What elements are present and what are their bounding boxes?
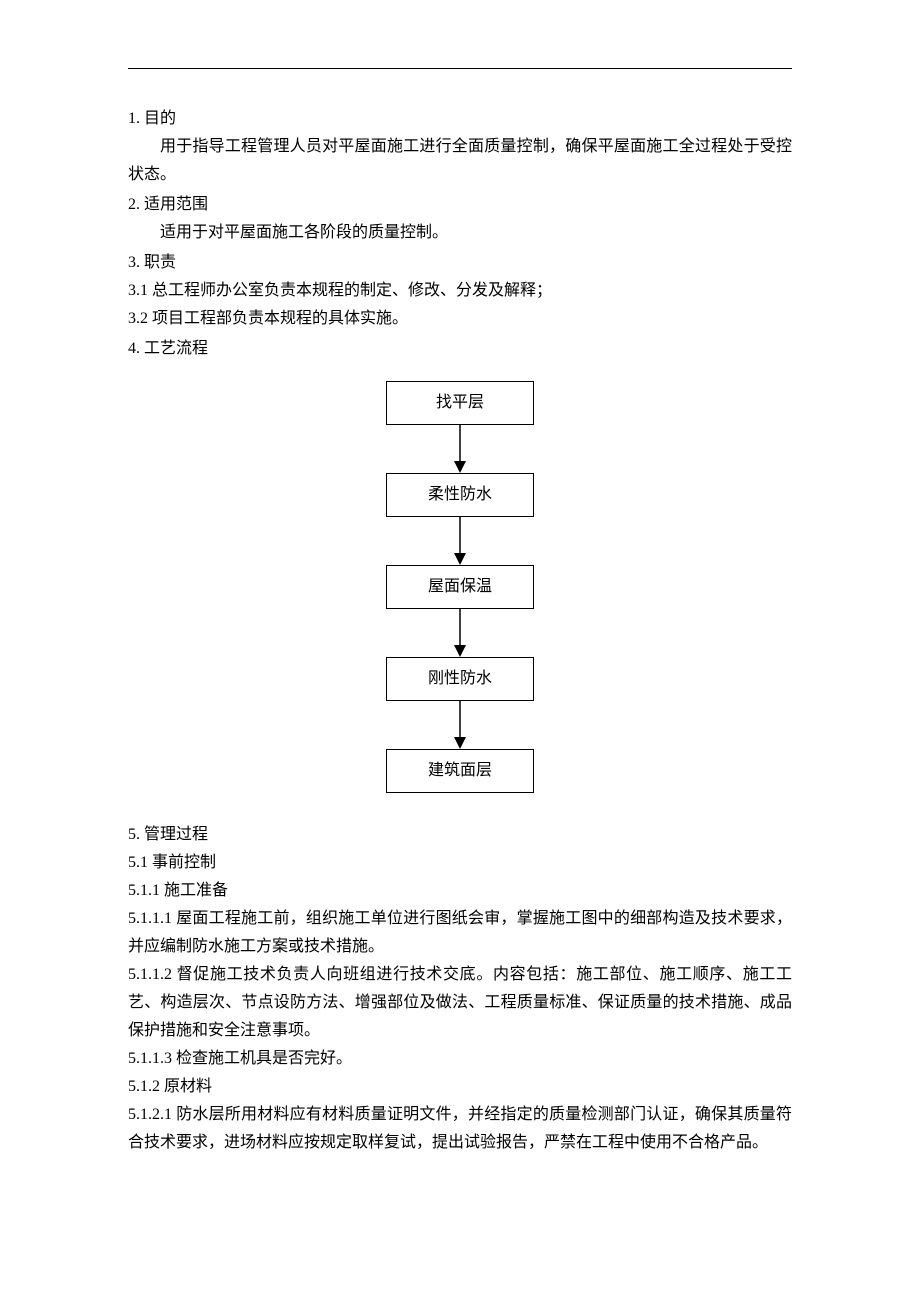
flow-node: 找平层 (386, 381, 534, 425)
section-5-1-1: 5.1.1 施工准备 (128, 877, 792, 905)
header-rule (128, 68, 792, 69)
section-5-1-2-1: 5.1.2.1 防水层所用材料应有材料质量证明文件，并经指定的质量检测部门认证，… (128, 1101, 792, 1157)
flow-arrow-icon (453, 517, 467, 565)
section-5-1-1-2: 5.1.1.2 督促施工技术负责人向班组进行技术交底。内容包括：施工部位、施工顺… (128, 961, 792, 1045)
section-1-para: 用于指导工程管理人员对平屋面施工进行全面质量控制，确保平屋面施工全过程处于受控状… (128, 133, 792, 189)
flow-arrow-icon (453, 425, 467, 473)
section-2-heading: 2. 适用范围 (128, 191, 792, 219)
section-3-2: 3.2 项目工程部负责本规程的具体实施。 (128, 305, 792, 333)
section-3-heading: 3. 职责 (128, 249, 792, 277)
section-4-heading: 4. 工艺流程 (128, 335, 792, 363)
section-3-1: 3.1 总工程师办公室负责本规程的制定、修改、分发及解释； (128, 277, 792, 305)
section-5-1-2: 5.1.2 原材料 (128, 1073, 792, 1101)
flow-node: 建筑面层 (386, 749, 534, 793)
section-5-heading: 5. 管理过程 (128, 821, 792, 849)
process-flowchart: 找平层 柔性防水 屋面保温 刚性防水 建筑面层 (128, 381, 792, 793)
section-2-para: 适用于对平屋面施工各阶段的质量控制。 (128, 219, 792, 247)
flow-node: 刚性防水 (386, 657, 534, 701)
flow-arrow-icon (453, 609, 467, 657)
flow-node: 柔性防水 (386, 473, 534, 517)
section-1-heading: 1. 目的 (128, 105, 792, 133)
flow-node: 屋面保温 (386, 565, 534, 609)
section-5-1-1-3: 5.1.1.3 检查施工机具是否完好。 (128, 1045, 792, 1073)
section-5-1-1-1: 5.1.1.1 屋面工程施工前，组织施工单位进行图纸会审，掌握施工图中的细部构造… (128, 905, 792, 961)
flow-arrow-icon (453, 701, 467, 749)
section-5-1: 5.1 事前控制 (128, 849, 792, 877)
